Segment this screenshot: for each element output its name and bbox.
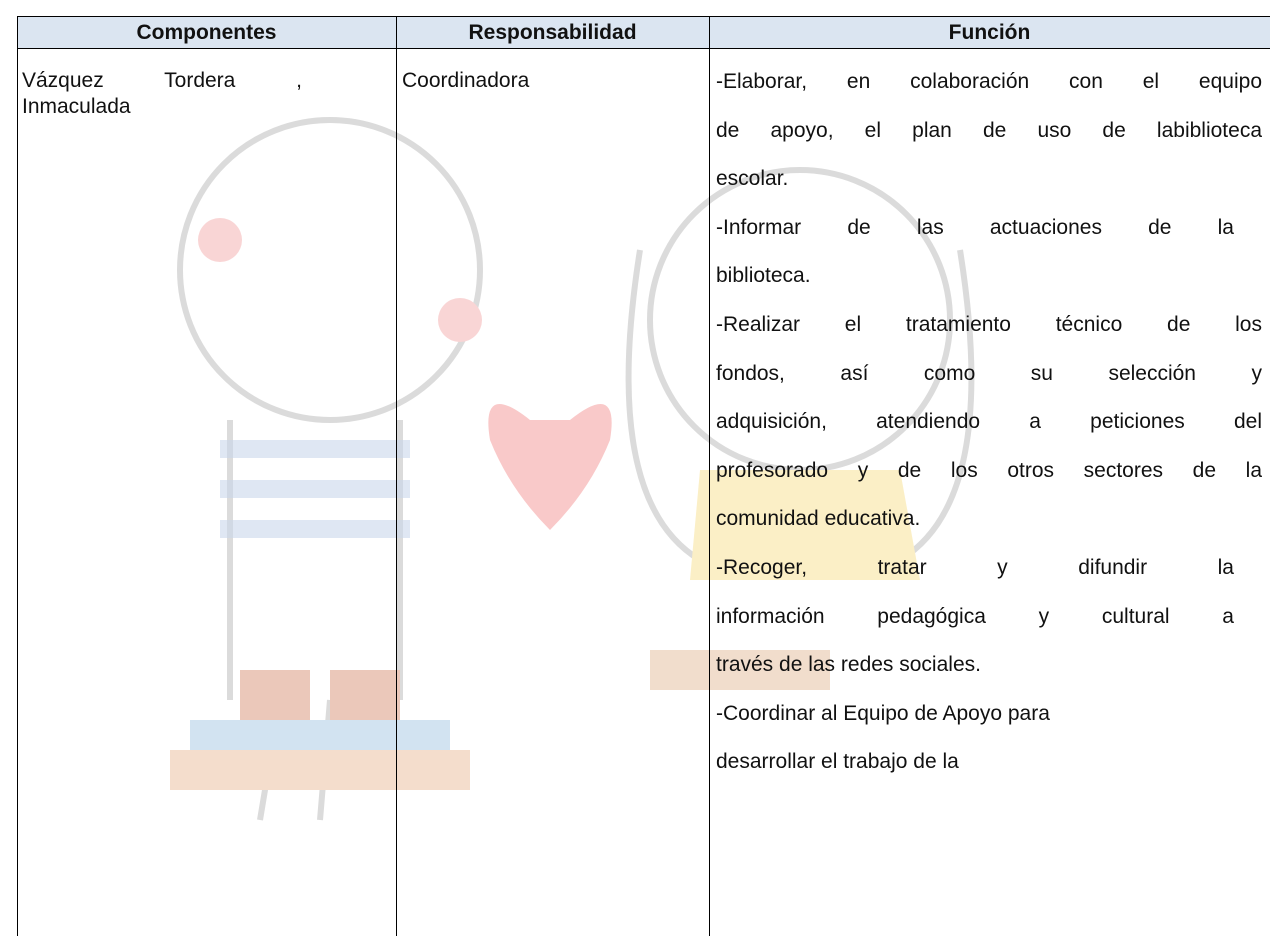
cell-text: Vázquez Tordera , [22, 69, 302, 92]
cell-text: escolar. [716, 167, 789, 191]
cell-text: información pedagógica y cultural a [716, 604, 1234, 628]
cell-text: -Elaborar, en colaboración con el equipo [716, 70, 1262, 93]
rule [709, 16, 710, 936]
cell-text: de apoyo, el plan de uso de labiblioteca [716, 118, 1262, 142]
cell-text: Inmaculada [22, 95, 131, 118]
cell-text: -Realizar el tratamiento técnico de los [716, 313, 1262, 336]
cell-text: fondos, así como su selección y [716, 361, 1262, 385]
cell-text: través de las redes sociales. [716, 653, 981, 677]
rule [17, 16, 18, 936]
cell-text: profesorado y de los otros sectores de l… [716, 458, 1262, 482]
header-cell: Componentes [136, 21, 277, 44]
header-cell: Responsabilidad [468, 21, 637, 44]
cell-text: desarrollar el trabajo de la [716, 750, 959, 774]
rule [17, 16, 1270, 17]
rule [396, 16, 397, 936]
cell-text: adquisición, atendiendo a peticiones del [716, 410, 1262, 434]
cell-text: comunidad educativa. [716, 507, 921, 531]
cell-text: -Informar de las actuaciones de la [716, 215, 1234, 239]
cell-text: -Coordinar al Equipo de Apoyo para [716, 701, 1050, 725]
cell-text: biblioteca. [716, 264, 811, 288]
header-bg [17, 16, 1270, 49]
rule [17, 48, 1270, 49]
cell-text: Coordinadora [402, 69, 530, 92]
cell-text: -Recoger, tratar y difundir la [716, 556, 1234, 579]
header-cell: Función [948, 21, 1031, 44]
